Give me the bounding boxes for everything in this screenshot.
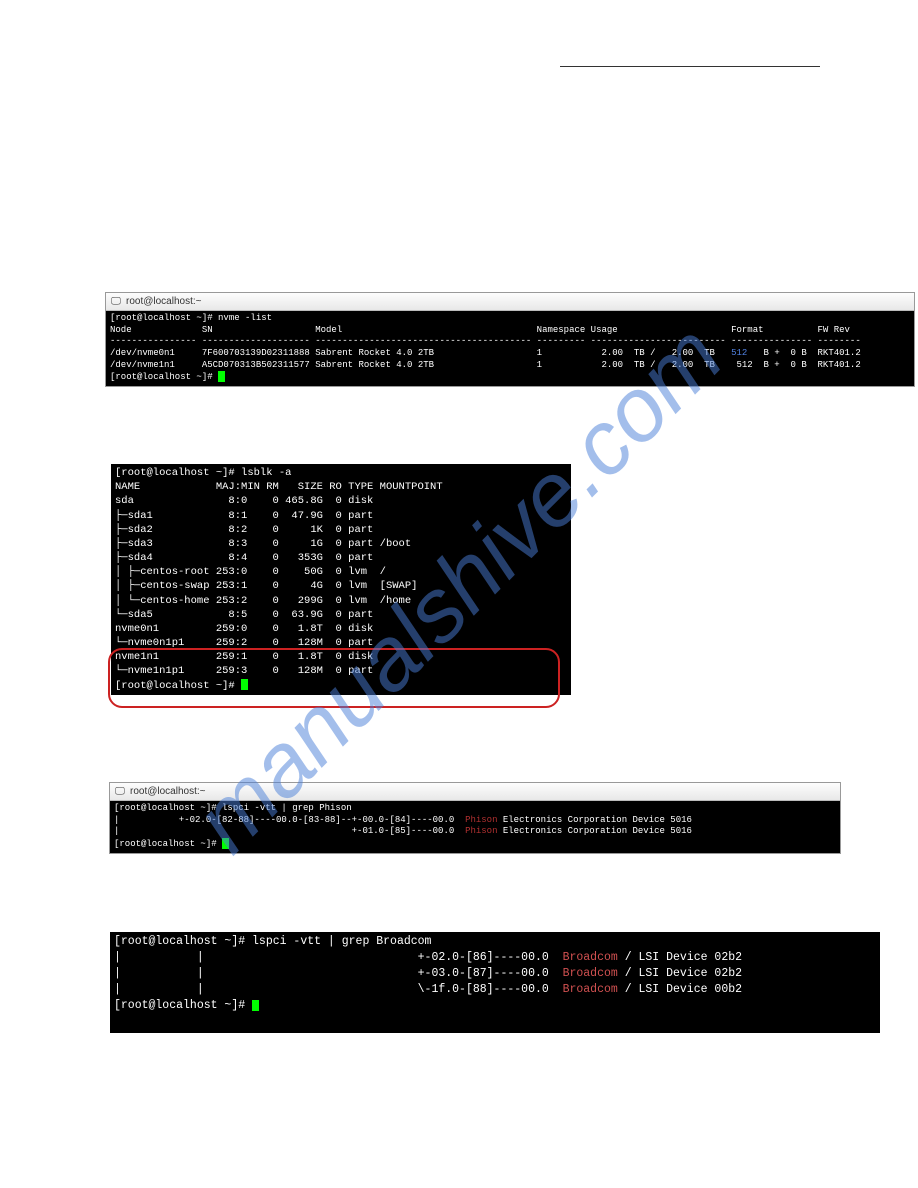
cursor [252, 1000, 259, 1011]
line: ├─sda3 8:3 0 1G 0 part /boot [115, 538, 411, 550]
prompt-line: [root@localhost ~]# [115, 680, 248, 692]
line: └─nvme0n1p1 259:2 0 128M 0 part [115, 637, 373, 649]
terminal-icon: 🖵 [114, 786, 126, 798]
fmt-blue: 512 [731, 348, 747, 358]
line: NAME MAJ:MIN RM SIZE RO TYPE MOUNTPOINT [115, 481, 443, 493]
match-phison: Phison [465, 815, 497, 825]
prompt-line: [root@localhost ~]# [110, 372, 225, 382]
header-rule [560, 66, 820, 67]
nvme-row: /dev/nvme0n1 7F600703139D02311888 Sabren… [110, 348, 861, 358]
terminal-window-lspci-phison: 🖵 root@localhost:~ [root@localhost ~]# l… [109, 782, 841, 854]
cursor [222, 838, 229, 849]
line: ├─sda2 8:2 0 1K 0 part [115, 524, 373, 536]
line: │ ├─centos-root 253:0 0 50G 0 lvm / [115, 566, 386, 578]
line: nvme1n1 259:1 0 1.8T 0 disk [115, 651, 373, 663]
match-broadcom: Broadcom [563, 983, 618, 996]
titlebar: 🖵 root@localhost:~ [110, 783, 840, 801]
terminal-body[interactable]: [root@localhost ~]# lsblk -a NAME MAJ:MI… [111, 464, 571, 695]
titlebar: 🖵 root@localhost:~ [106, 293, 914, 311]
line: | +-02.0-[82-88]----00.0-[83-88]--+-00.0… [114, 815, 692, 825]
match-broadcom: Broadcom [563, 967, 618, 980]
terminal-window-lsblk: [root@localhost ~]# lsblk -a NAME MAJ:MI… [111, 464, 571, 695]
line: sda 8:0 0 465.8G 0 disk [115, 495, 373, 507]
terminal-window-nvme-list: 🖵 root@localhost:~ [root@localhost ~]# n… [105, 292, 915, 387]
line: [root@localhost ~]# lspci -vtt | grep Ph… [114, 803, 352, 813]
line: ├─sda1 8:1 0 47.9G 0 part [115, 510, 373, 522]
terminal-body[interactable]: [root@localhost ~]# lspci -vtt | grep Br… [110, 932, 880, 1033]
line: └─nvme1n1p1 259:3 0 128M 0 part [115, 665, 373, 677]
match-broadcom: Broadcom [563, 951, 618, 964]
line: | +-01.0-[85]----00.0 Phison Electronics… [114, 826, 692, 836]
nvme-sep: ---------------- -------------------- --… [110, 336, 861, 346]
terminal-icon: 🖵 [110, 296, 122, 308]
nvme-header: Node SN Model Namespace Usage Format FW … [110, 325, 850, 335]
line: │ ├─centos-swap 253:1 0 4G 0 lvm [SWAP] [115, 580, 417, 592]
cursor [241, 679, 248, 690]
line: | | +-02.0-[86]----00.0 Broadcom / LSI D… [114, 951, 742, 964]
terminal-body[interactable]: [root@localhost ~]# nvme -list Node SN M… [106, 311, 914, 386]
nvme-row: /dev/nvme1n1 A5CD070313B502311577 Sabren… [110, 360, 861, 370]
titlebar-text: root@localhost:~ [126, 296, 201, 307]
terminal-window-lspci-broadcom: [root@localhost ~]# lspci -vtt | grep Br… [110, 932, 880, 1033]
line: │ └─centos-home 253:2 0 299G 0 lvm /home [115, 595, 411, 607]
line: nvme0n1 259:0 0 1.8T 0 disk [115, 623, 373, 635]
line: ├─sda4 8:4 0 353G 0 part [115, 552, 373, 564]
prompt-line: [root@localhost ~]# [114, 999, 259, 1012]
line: [root@localhost ~]# lsblk -a [115, 467, 291, 479]
titlebar-text: root@localhost:~ [130, 786, 205, 797]
prompt-line: [root@localhost ~]# [114, 839, 229, 849]
prompt-line: [root@localhost ~]# nvme -list [110, 313, 272, 323]
line: | | \-1f.0-[88]----00.0 Broadcom / LSI D… [114, 983, 742, 996]
cursor [218, 371, 225, 382]
terminal-body[interactable]: [root@localhost ~]# lspci -vtt | grep Ph… [110, 801, 840, 853]
line: [root@localhost ~]# lspci -vtt | grep Br… [114, 935, 431, 948]
line: | | +-03.0-[87]----00.0 Broadcom / LSI D… [114, 967, 742, 980]
match-phison: Phison [465, 826, 497, 836]
line: └─sda5 8:5 0 63.9G 0 part [115, 609, 373, 621]
